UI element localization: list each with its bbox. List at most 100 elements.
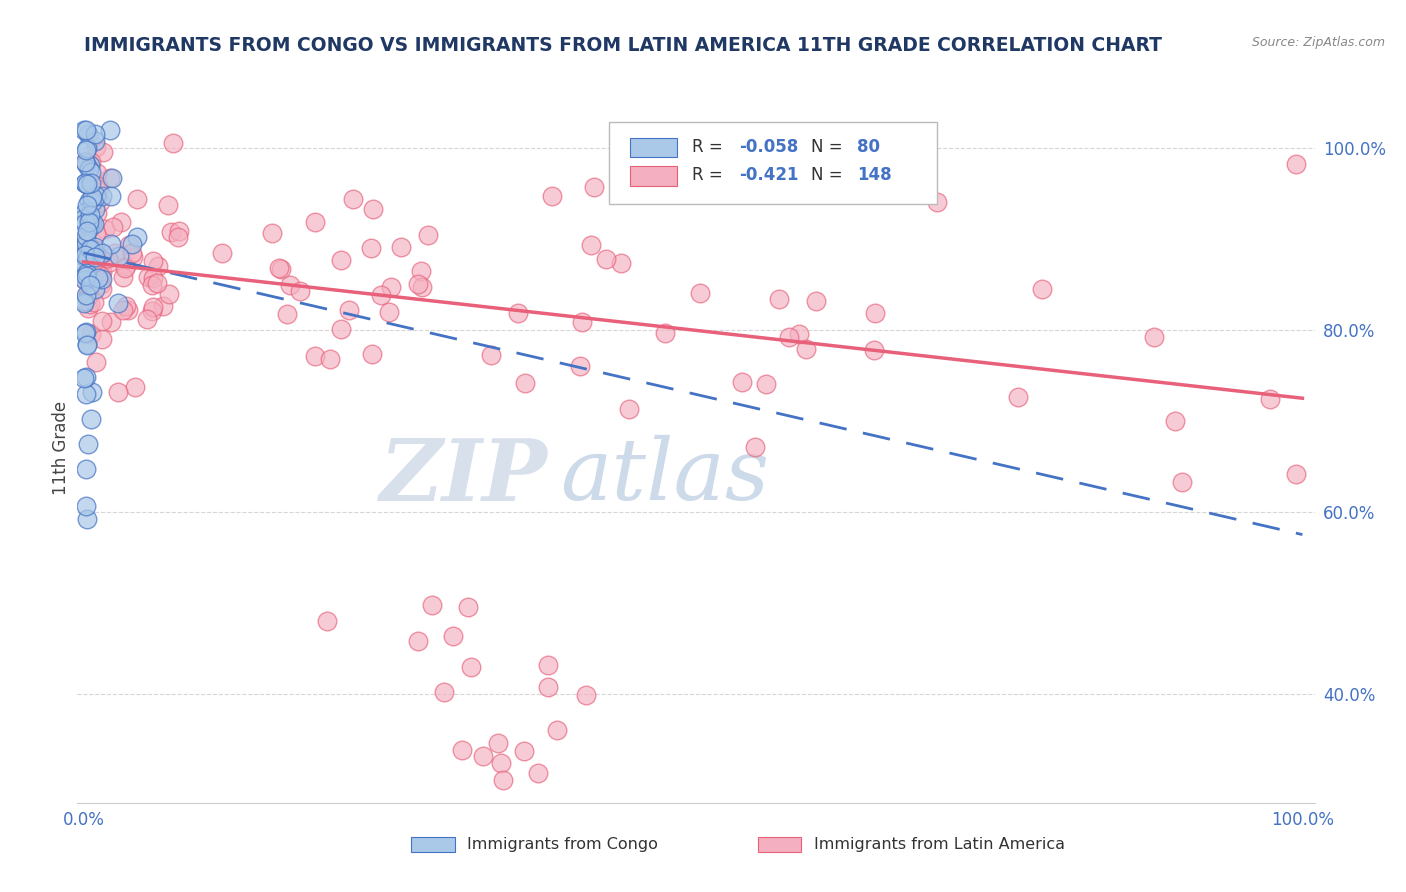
Point [84, 243, 107, 257]
Point [146, 276, 169, 290]
Point [408, 277, 430, 291]
Point [76, 289, 98, 303]
Text: R =: R = [692, 166, 728, 185]
Point [506, 306, 529, 320]
Point [73, 273, 96, 287]
Point [527, 765, 550, 780]
Point [579, 237, 602, 252]
Point [451, 743, 474, 757]
Text: IMMIGRANTS FROM CONGO VS IMMIGRANTS FROM LATIN AMERICA 11TH GRADE CORRELATION CH: IMMIGRANTS FROM CONGO VS IMMIGRANTS FROM… [84, 36, 1163, 54]
Point [546, 723, 568, 738]
Point [112, 302, 135, 317]
Point [441, 629, 464, 643]
Point [304, 214, 326, 228]
Text: 148: 148 [856, 166, 891, 185]
Point [136, 312, 159, 326]
Point [87, 182, 110, 196]
Point [73, 295, 96, 310]
Point [77, 194, 100, 208]
Point [73, 176, 96, 190]
Point [79, 277, 101, 292]
Point [278, 278, 301, 293]
Point [141, 304, 163, 318]
Point [91, 145, 114, 159]
Text: Immigrants from Congo: Immigrants from Congo [467, 837, 658, 852]
Point [84, 355, 107, 369]
Point [84, 135, 107, 149]
Point [89, 194, 111, 209]
Point [267, 261, 290, 276]
Point [76, 511, 98, 525]
Point [142, 270, 165, 285]
Point [1164, 414, 1187, 428]
Text: Immigrants from Latin America: Immigrants from Latin America [814, 837, 1064, 852]
Point [471, 749, 494, 764]
Point [94, 222, 117, 236]
Point [107, 385, 129, 400]
Point [76, 141, 98, 155]
Point [330, 321, 353, 335]
Point [75, 143, 97, 157]
Text: Source: ZipAtlas.com: Source: ZipAtlas.com [1251, 36, 1385, 49]
Point [260, 226, 283, 240]
Point [80, 217, 103, 231]
Point [160, 225, 183, 239]
Point [796, 342, 818, 356]
Point [75, 229, 97, 244]
Point [361, 346, 384, 360]
Point [582, 180, 605, 194]
Point [863, 306, 886, 320]
Point [84, 140, 107, 154]
Point [90, 269, 112, 284]
Point [389, 240, 412, 254]
Point [91, 282, 114, 296]
Point [73, 257, 96, 271]
Point [86, 205, 108, 219]
Point [755, 376, 778, 391]
Point [76, 237, 98, 252]
Point [83, 294, 105, 309]
Point [124, 380, 146, 394]
Point [79, 217, 101, 231]
Point [73, 123, 96, 137]
Point [73, 371, 96, 385]
Point [457, 599, 479, 614]
Point [486, 736, 509, 750]
Point [167, 224, 190, 238]
Point [80, 176, 103, 190]
Point [84, 202, 107, 217]
Text: N =: N = [811, 166, 848, 185]
Point [87, 271, 110, 285]
Point [73, 216, 96, 230]
Point [162, 136, 184, 150]
Text: -0.421: -0.421 [740, 166, 799, 185]
Point [411, 280, 433, 294]
Point [108, 249, 131, 263]
Point [83, 217, 105, 231]
Bar [630, 166, 678, 186]
Point [100, 170, 122, 185]
Text: 80: 80 [856, 138, 880, 156]
Point [103, 219, 125, 234]
Point [537, 657, 560, 672]
Text: -0.058: -0.058 [740, 138, 799, 156]
Point [80, 190, 103, 204]
Point [1258, 392, 1281, 406]
Point [479, 348, 502, 362]
Point [86, 252, 108, 266]
Point [114, 261, 136, 276]
Point [86, 166, 108, 180]
Point [73, 268, 96, 282]
Point [804, 293, 827, 308]
Point [1284, 157, 1306, 171]
Point [270, 261, 292, 276]
Point [100, 315, 122, 329]
Point [89, 250, 111, 264]
Point [537, 680, 560, 694]
Point [87, 178, 110, 193]
Point [110, 214, 132, 228]
Point [406, 634, 429, 648]
Point [927, 195, 949, 210]
Bar [758, 837, 801, 853]
Point [75, 248, 97, 262]
